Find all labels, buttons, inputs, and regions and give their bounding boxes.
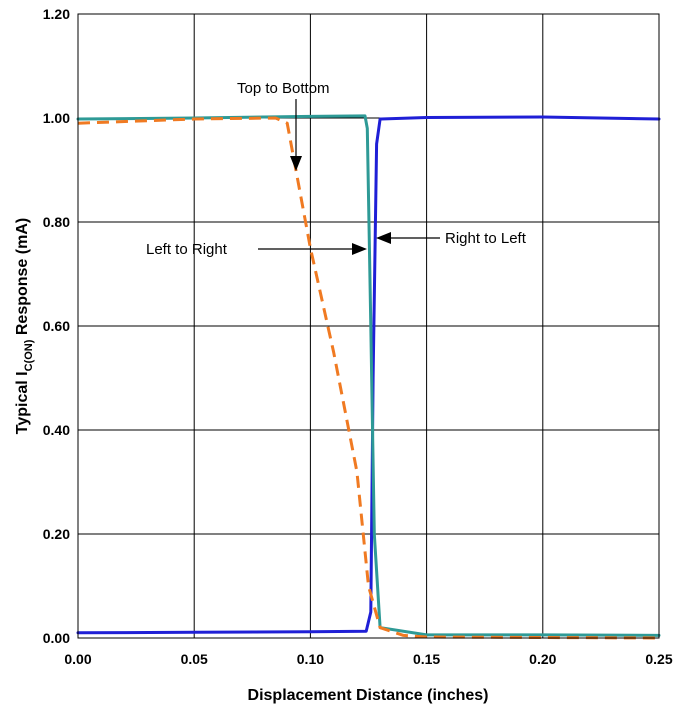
x-tick-label: 0.25 bbox=[645, 651, 672, 667]
annotation-left-to-right-arrowhead bbox=[352, 243, 367, 255]
y-axis-title-main: Typical I bbox=[14, 371, 31, 434]
y-tick-label: 0.60 bbox=[43, 318, 70, 334]
x-tick-label: 0.05 bbox=[181, 651, 208, 667]
y-tick-label: 1.00 bbox=[43, 110, 70, 126]
annotation-left-to-right-text: Left to Right bbox=[146, 241, 228, 258]
x-tick-label: 0.00 bbox=[64, 651, 91, 667]
x-axis-title: Displacement Distance (inches) bbox=[248, 687, 489, 704]
x-tick-label: 0.15 bbox=[413, 651, 440, 667]
y-tick-label: 0.00 bbox=[43, 630, 70, 646]
series-layer bbox=[76, 114, 661, 640]
annotation-top-to-bottom-text: Top to Bottom bbox=[237, 80, 330, 97]
y-axis-title-subscript: C(ON) bbox=[23, 339, 35, 371]
x-tick-label: 0.20 bbox=[529, 651, 556, 667]
annotation-right-to-left-text: Right to Left bbox=[445, 230, 527, 247]
annotation-top-to-bottom: Top to Bottom bbox=[237, 80, 330, 171]
y-tick-label: 1.20 bbox=[43, 6, 70, 22]
y-tick-label: 0.80 bbox=[43, 214, 70, 230]
y-tick-label: 0.20 bbox=[43, 526, 70, 542]
y-tick-label: 0.40 bbox=[43, 422, 70, 438]
y-axis-title-rest: Response (mA) bbox=[14, 218, 31, 340]
plot-frame bbox=[77, 13, 660, 639]
x-tick-labels: 0.00 0.05 0.10 0.15 0.20 0.25 bbox=[64, 651, 672, 667]
annotation-right-to-left-arrowhead bbox=[376, 232, 391, 244]
x-tick-label: 0.10 bbox=[297, 651, 324, 667]
series-line-2 bbox=[77, 116, 660, 640]
annotation-top-to-bottom-arrowhead bbox=[290, 156, 302, 171]
annotation-left-to-right: Left to Right bbox=[146, 241, 367, 258]
annotation-right-to-left: Right to Left bbox=[376, 230, 527, 247]
y-tick-labels: 0.00 0.20 0.40 0.60 0.80 1.00 1.20 bbox=[43, 6, 70, 646]
y-axis-title: Typical IC(ON) Response (mA) bbox=[14, 218, 35, 434]
